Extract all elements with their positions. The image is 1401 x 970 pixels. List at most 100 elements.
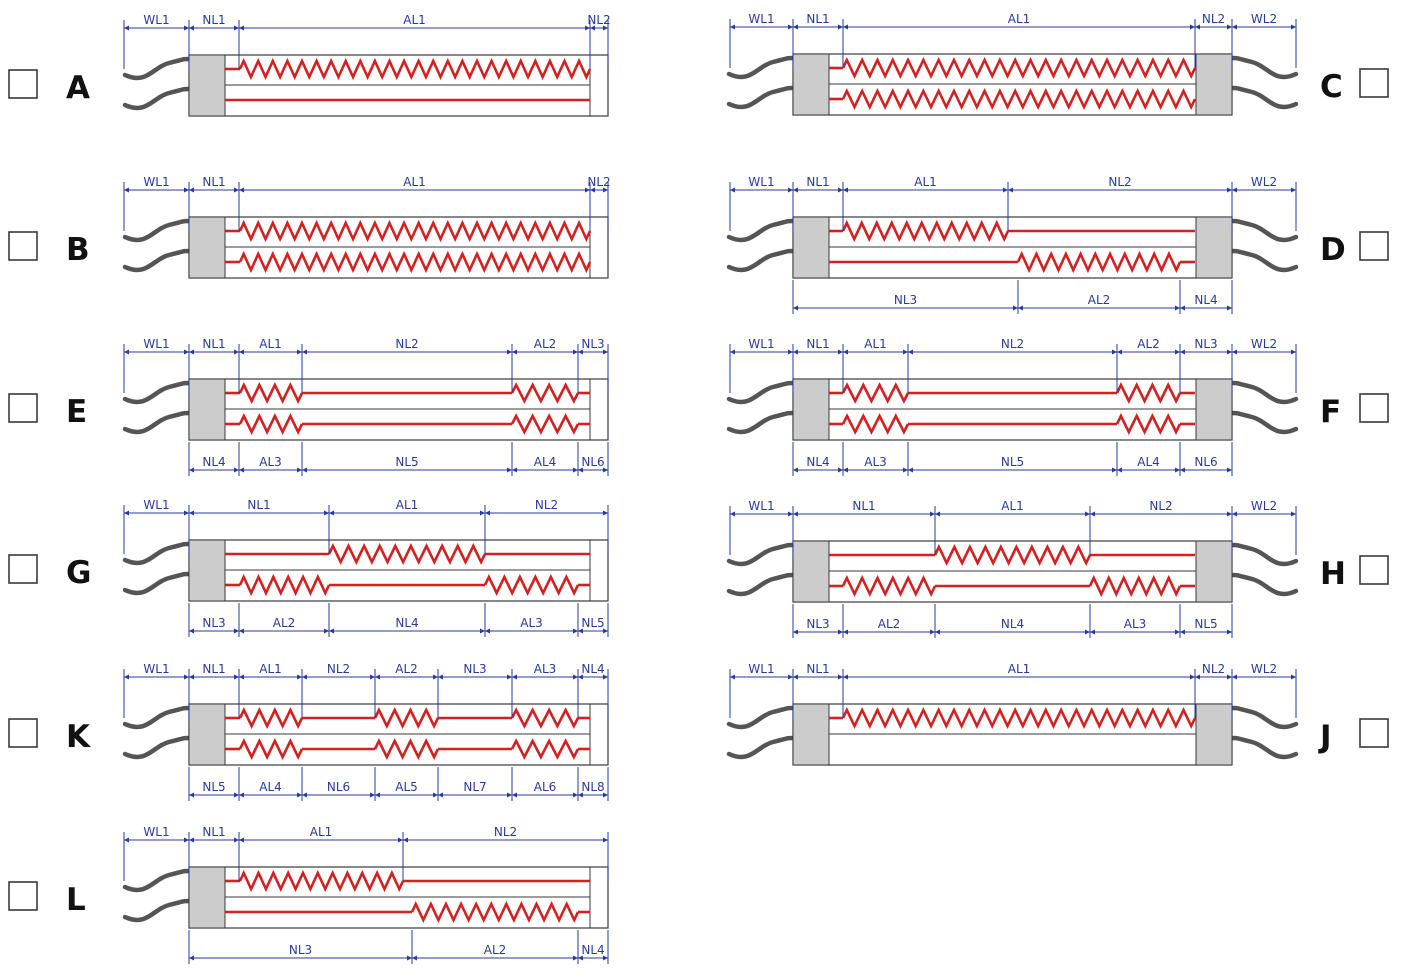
lead-wire	[122, 56, 192, 81]
dimension-arrow	[234, 25, 239, 31]
dimension-arrow	[1175, 629, 1180, 635]
dimension-label: WL2	[1251, 12, 1277, 26]
dimension-arrow	[184, 349, 189, 355]
option-checkbox[interactable]	[8, 718, 38, 748]
dimension-arrow	[1013, 305, 1018, 311]
dimension-label: AL1	[914, 175, 937, 189]
dimension-arrow	[793, 511, 798, 517]
dimension-arrow	[1291, 187, 1296, 193]
option-checkbox[interactable]	[8, 881, 38, 911]
option-checkbox[interactable]	[1359, 555, 1389, 585]
dimension-arrow	[433, 674, 438, 680]
dimension-arrow	[184, 25, 189, 31]
dimension-arrow	[239, 25, 244, 31]
end-cap	[188, 54, 226, 117]
dimension-label: NL1	[806, 337, 829, 351]
dimension-label: NL1	[247, 498, 270, 512]
dimension-label: NL6	[1194, 455, 1217, 469]
dimension-arrow	[788, 349, 793, 355]
dimension-arrow	[189, 674, 194, 680]
dimension-label: NL4	[395, 616, 418, 630]
dimension-label: NL1	[852, 499, 875, 513]
dimension-arrow	[935, 629, 940, 635]
option-checkbox[interactable]	[1359, 718, 1389, 748]
dimension-arrow	[730, 511, 735, 517]
dimension-label: WL2	[1251, 175, 1277, 189]
lead-wire	[1229, 380, 1299, 405]
option-checkbox[interactable]	[8, 554, 38, 584]
option-letter: F	[1320, 394, 1341, 430]
dimension-arrow	[1003, 187, 1008, 193]
dimension-arrow	[1232, 674, 1237, 680]
dimension-arrow	[124, 674, 129, 680]
dimension-label: NL2	[587, 13, 610, 27]
dimension-arrow	[403, 837, 408, 843]
dimension-arrow	[507, 674, 512, 680]
dimension-arrow	[1175, 305, 1180, 311]
dimension-arrow	[1090, 629, 1095, 635]
dimension-label: AL3	[520, 616, 543, 630]
option-checkbox[interactable]	[1359, 231, 1389, 261]
heating-zigzag	[238, 250, 592, 274]
heating-zigzag	[510, 738, 580, 760]
dimension-arrow	[297, 792, 302, 798]
option-checkbox[interactable]	[1359, 393, 1389, 423]
end-cap	[1195, 216, 1233, 279]
dimension-arrow	[329, 628, 334, 634]
dimension-arrow	[603, 349, 608, 355]
dimension-arrow	[1227, 305, 1232, 311]
dimension-label: AL4	[1137, 455, 1160, 469]
lead-wire	[122, 86, 192, 111]
dimension-arrow	[375, 674, 380, 680]
dimension-arrow	[189, 628, 194, 634]
heating-zigzag	[238, 573, 331, 597]
dimension-label: NL2	[1149, 499, 1172, 513]
dimension-arrow	[838, 24, 843, 30]
dimension-arrow	[189, 837, 194, 843]
dimension-label: NL2	[494, 825, 517, 839]
heating-zigzag	[933, 544, 1092, 566]
dimension-label: NL2	[1202, 662, 1225, 676]
dimension-arrow	[1227, 467, 1232, 473]
option-checkbox[interactable]	[1359, 68, 1389, 98]
dimension-arrow	[843, 187, 848, 193]
lead-wire	[122, 735, 192, 760]
dimension-arrow	[838, 187, 843, 193]
dimension-arrow	[730, 24, 735, 30]
dimension-arrow	[603, 955, 608, 961]
dimension-label: NL3	[289, 943, 312, 957]
dimension-arrow	[485, 628, 490, 634]
option-checkbox[interactable]	[8, 231, 38, 261]
dimension-label: NL4	[202, 455, 225, 469]
dimension-label: NL4	[581, 943, 604, 957]
dimension-label: AL1	[1001, 499, 1024, 513]
dimension-arrow	[438, 674, 443, 680]
dimension-label: NL2	[395, 337, 418, 351]
dimension-arrow	[1018, 305, 1023, 311]
option-d: D WL1 NL1 AL1 NL2 WL2 NL3 AL2 NL4	[726, 175, 1389, 314]
dimension-arrow	[1190, 24, 1195, 30]
option-l: L WL1 NL1 AL1 NL2 NL3 AL2 NL4	[8, 825, 609, 964]
heating-zigzag	[841, 382, 910, 404]
dimension-arrow	[438, 792, 443, 798]
dimension-arrow	[1227, 511, 1232, 517]
option-checkbox[interactable]	[8, 393, 38, 423]
dimension-label: NL5	[1001, 455, 1024, 469]
heating-zigzag	[238, 738, 304, 760]
heating-zigzag	[510, 413, 580, 435]
dimension-label: NL3	[581, 337, 604, 351]
dimension-arrow	[189, 955, 194, 961]
dimension-label: NL2	[1202, 12, 1225, 26]
dimension-label: WL1	[748, 499, 774, 513]
dimension-arrow	[788, 511, 793, 517]
dimension-label: WL2	[1251, 337, 1277, 351]
end-cap	[792, 540, 830, 603]
dimension-arrow	[590, 25, 595, 31]
dimension-label: AL1	[403, 13, 426, 27]
dimension-arrow	[398, 837, 403, 843]
dimension-arrow	[1195, 24, 1200, 30]
dimension-arrow	[234, 674, 239, 680]
option-checkbox[interactable]	[8, 69, 38, 99]
dimension-arrow	[302, 674, 307, 680]
dimension-arrow	[573, 349, 578, 355]
